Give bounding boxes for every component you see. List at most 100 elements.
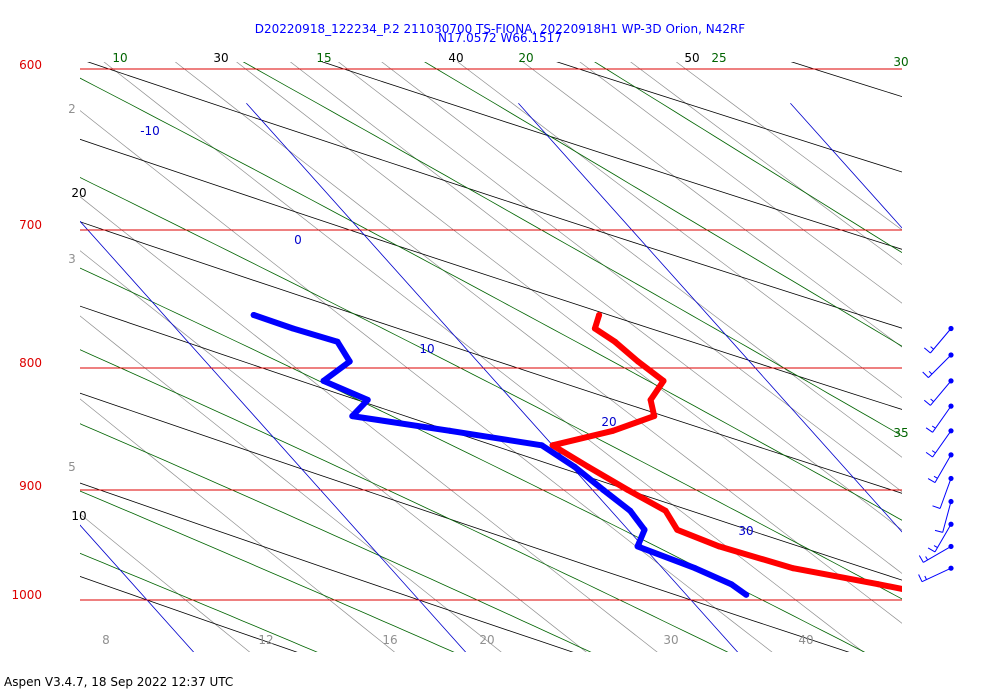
temperature-point [875,581,882,588]
mixing-ratio-line-8 [80,110,773,652]
temperature-point [716,543,723,550]
mixing-ratio-line-3 [80,398,395,652]
moist-adiabat-10 [80,349,729,652]
mixing-ratio-label: 12 [258,633,273,647]
mixing-ratio-label: 3 [68,252,76,266]
mixing-ratio-line-18 [337,62,902,493]
mixing-ratio-line-5 [80,250,587,652]
dry-adiabat-label: 50 [684,51,699,65]
dewpoint-point [334,338,341,345]
mixing-ratio-label: 8 [102,633,110,647]
mixing-ratio-line-24 [457,62,902,399]
dewpoint-point [627,507,634,514]
moist-adiabat-label: 25 [711,51,726,65]
mixing-ratio-label: 16 [382,633,397,647]
temperature-point [790,565,797,572]
moist-adiabat-35 [424,62,902,347]
temperature-point [610,427,616,434]
dewpoint-point [743,591,750,598]
wind-barb [932,475,954,509]
dewpoint-point [692,565,699,572]
mixing-ratio-label: 2 [68,102,76,116]
chart-subtitle: N17.0572 W66.1517 [438,31,562,45]
mixing-ratio-line-1 [0,0,50,680]
moist-adiabat-label: 30 [893,55,908,69]
dewpoint-point [728,581,735,588]
isotherm-label: -10 [140,124,160,138]
temperature-point [660,377,667,384]
dewpoint-point [349,413,356,420]
moist-adiabat-40 [594,62,902,254]
wind-barb [923,325,954,354]
moist-adiabat-20 [80,176,902,600]
temperature-point [674,526,681,533]
wind-barb [923,378,954,406]
pressure-label-900: 900 [19,479,42,493]
temperature-point [651,413,658,420]
wind-barb [925,428,954,458]
temperature-point [635,358,641,365]
mixing-ratio-line-28 [522,62,902,348]
dewpoint-point [571,463,578,470]
dry-adiabat--10 [80,576,298,652]
dry-adiabat-20 [80,305,902,581]
chart-title: D20220918_122234_P.2 211030700 TS-FIONA,… [254,22,746,36]
dewpoint-point [250,312,257,318]
mixing-ratio-line-20 [381,62,902,458]
dry-adiabat-80 [790,62,902,98]
wind-barb [925,403,954,433]
mixing-ratio-line-12 [174,62,902,624]
temperature-point [591,325,598,332]
mixing-ratio-line-6 [80,196,658,652]
temperature-point [624,487,631,493]
wind-barb [922,352,954,378]
dry-adiabat-40 [80,138,902,410]
dewpoint-point [634,543,641,550]
isotherm-30 [790,102,902,229]
mixing-ratio-line-10 [103,62,864,652]
moist-adiabat--5 [80,552,318,652]
footer-text: Aspen V3.4.7, 18 Sep 2022 12:37 UTC [4,675,234,689]
temperature-point [612,338,618,345]
temperature-point [928,592,934,598]
isotherm--10 [80,524,195,652]
moist-adiabat-15 [80,267,866,652]
dry-adiabat-label: 10 [71,509,86,523]
dry-adiabat-60 [321,62,902,250]
temperature-point [549,442,556,449]
isotherm-0 [80,220,467,652]
moist-adiabat-label: 15 [316,51,331,65]
temperature-point [647,396,654,403]
isotherm-label: 0 [294,233,302,247]
mixing-ratio-label: 30 [663,633,678,647]
mixing-ratio-line-14 [236,62,902,574]
dewpoint-point [290,325,296,332]
dewpoint-point [446,427,453,434]
isotherm-label: 20 [601,415,616,429]
dry-adiabat-30 [80,221,902,494]
dry-adiabat-label: 20 [71,186,86,200]
pressure-label-700: 700 [19,218,42,232]
moist-adiabat-30 [242,62,902,437]
moist-adiabat-label: 20 [518,51,533,65]
dewpoint-point [320,377,327,384]
mixing-ratio-label: 5 [68,460,76,474]
mixing-ratio-line-32 [579,62,902,304]
wind-barb [918,565,954,583]
mixing-ratio-label: 20 [479,633,494,647]
dewpoint-point [600,487,607,493]
temperature-point [596,312,603,318]
isotherm-label: 10 [419,342,434,356]
dewpoint-point [641,526,648,533]
dewpoint-point [538,442,545,449]
dry-adiabat-label: 30 [213,51,228,65]
moist-adiabat-5 [80,423,592,652]
dewpoint-point [346,358,353,365]
isotherm-10 [246,102,739,652]
moist-adiabat-label: 35 [893,426,908,440]
dry-adiabat-10 [80,392,850,652]
pressure-label-600: 600 [19,58,42,72]
mixing-ratio-line-4 [80,315,502,652]
mixing-ratio-line-36 [630,62,902,265]
